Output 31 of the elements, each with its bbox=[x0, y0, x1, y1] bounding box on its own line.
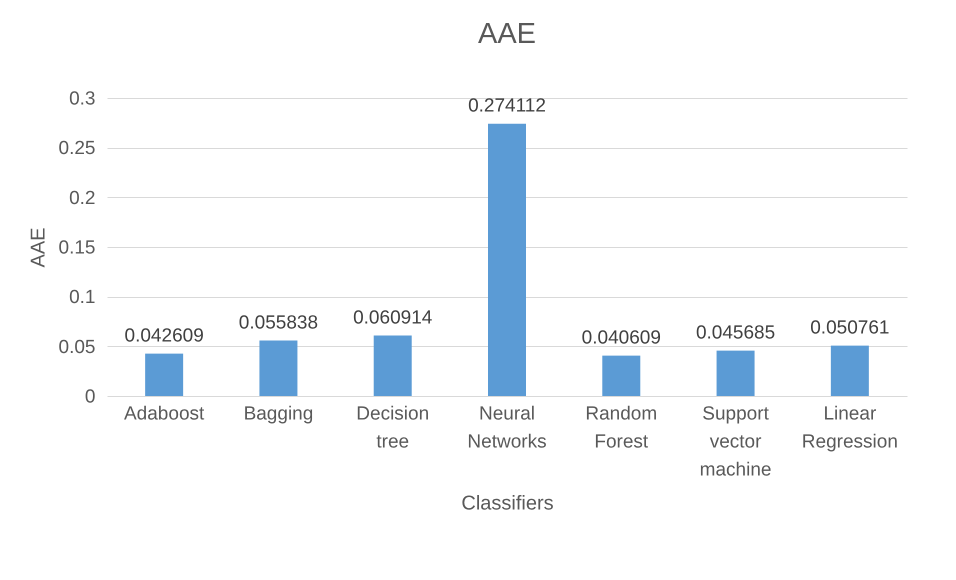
y-tick-label: 0 bbox=[84, 386, 96, 408]
y-tick-label: 0.25 bbox=[58, 138, 96, 160]
data-label: 0.050761 bbox=[810, 318, 890, 339]
y-tick-label: 0.15 bbox=[58, 238, 96, 258]
chart-title: AAE bbox=[478, 18, 536, 50]
bar bbox=[259, 340, 298, 396]
data-label: 0.274112 bbox=[468, 96, 546, 117]
x-tick-label: Support vector machine bbox=[700, 404, 772, 480]
bar bbox=[488, 124, 526, 396]
x-tick-label: Linear Regression bbox=[802, 404, 898, 452]
bar bbox=[145, 354, 184, 396]
x-tick-label: Decision tree bbox=[356, 404, 430, 452]
y-axis-title: AAE bbox=[28, 227, 50, 268]
data-label: 0.045685 bbox=[696, 322, 776, 344]
y-tick-label: 0.2 bbox=[69, 188, 96, 209]
data-label: 0.040609 bbox=[582, 328, 661, 349]
x-tick-label: Random Forest bbox=[585, 404, 658, 452]
bar bbox=[716, 350, 755, 396]
y-tick-label: 0.05 bbox=[58, 336, 96, 358]
data-label: 0.042609 bbox=[124, 326, 204, 347]
bar bbox=[830, 346, 869, 396]
x-axis-title: Classifiers bbox=[461, 492, 554, 514]
x-tick-label: Adaboost bbox=[124, 404, 205, 424]
y-tick-label: 0.3 bbox=[69, 88, 96, 110]
data-label: 0.055838 bbox=[238, 312, 318, 334]
x-tick-label: Neural Networks bbox=[467, 404, 547, 452]
data-label: 0.060914 bbox=[353, 307, 433, 328]
bar bbox=[602, 356, 640, 396]
x-tick-label: Bagging bbox=[244, 404, 314, 424]
y-tick-label: 0.1 bbox=[69, 287, 96, 308]
bar bbox=[374, 335, 412, 396]
